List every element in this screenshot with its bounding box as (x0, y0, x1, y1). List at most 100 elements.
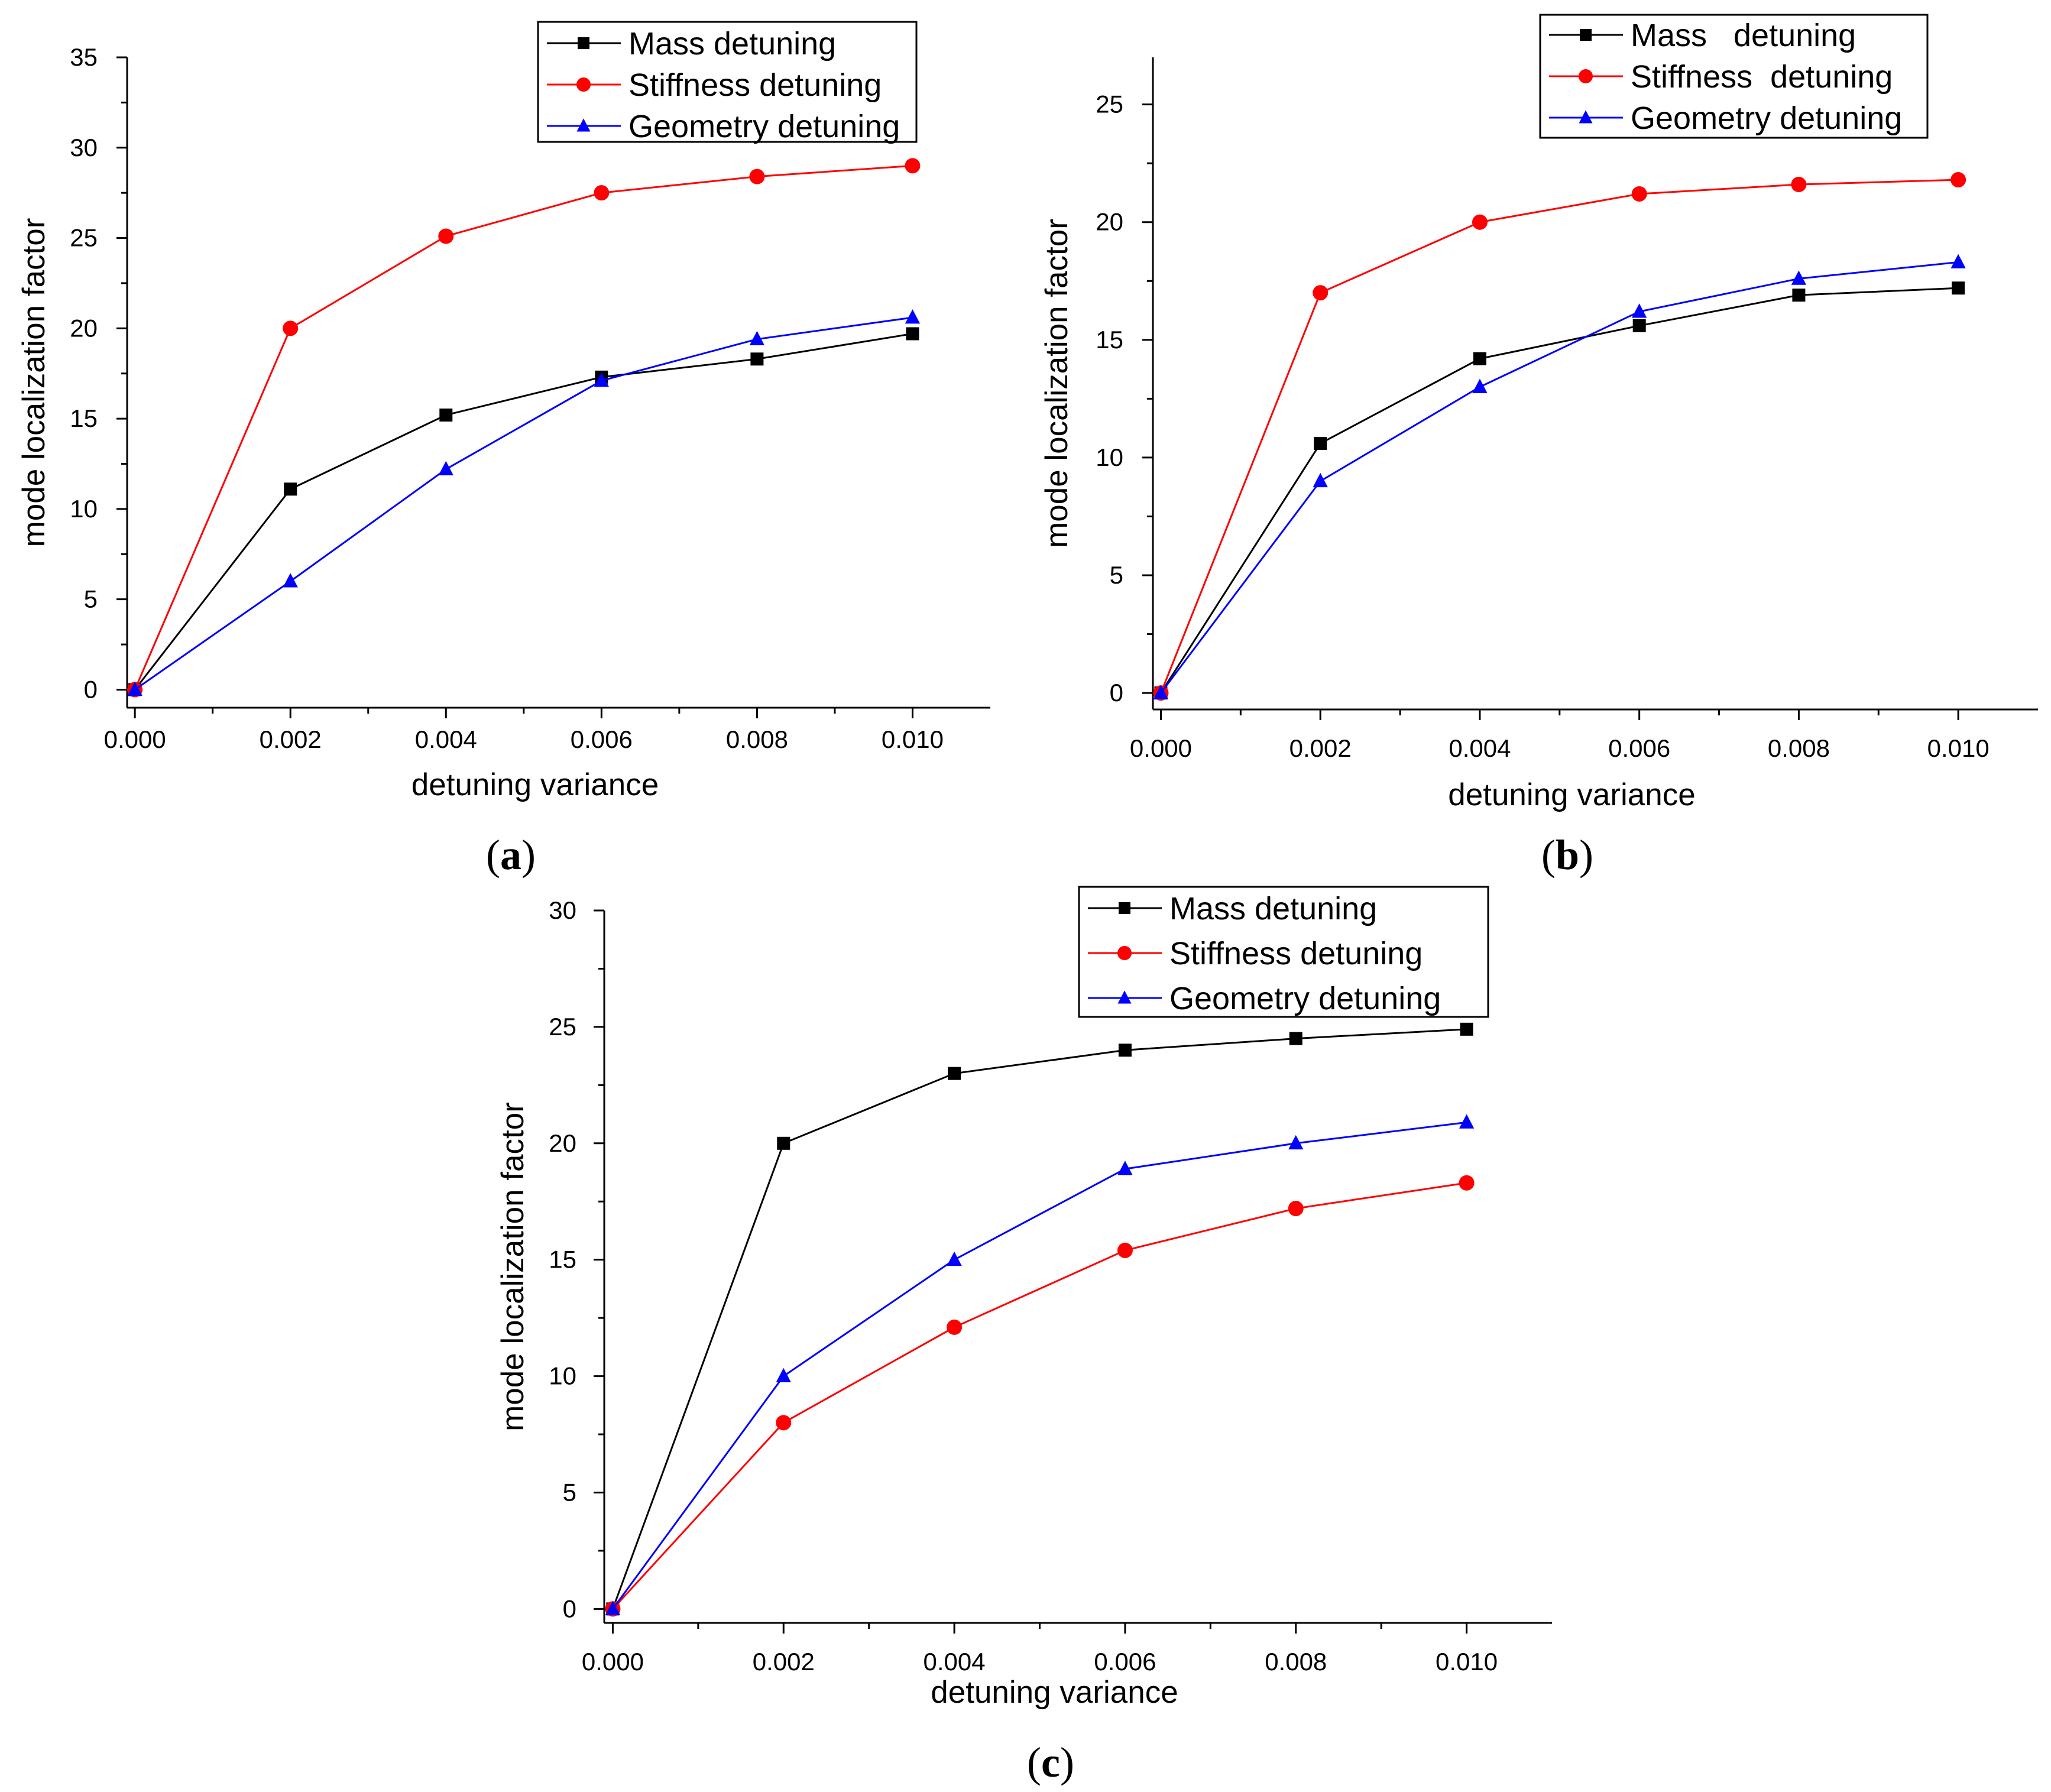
data-point (1314, 437, 1327, 451)
data-point (1288, 1135, 1304, 1150)
legend-marker (1117, 990, 1132, 1004)
x-axis-title: detuning variance (412, 767, 659, 802)
data-point (1791, 270, 1807, 285)
data-point (776, 1368, 791, 1382)
data-point (906, 327, 919, 341)
y-axis-title: mode localization factor (495, 1102, 530, 1431)
y-tick-label: 15 (1096, 326, 1123, 354)
data-point (284, 482, 297, 496)
legend-label: Mass detuning (1631, 18, 1856, 53)
y-tick-label: 30 (70, 134, 98, 161)
data-point (948, 1067, 961, 1080)
y-tick-label: 20 (70, 314, 98, 342)
data-point (1632, 303, 1647, 318)
data-point (905, 158, 921, 174)
data-point (1117, 1242, 1133, 1258)
x-tick-label: 0.010 (1927, 734, 1990, 762)
data-point (1952, 281, 1965, 295)
x-tick-label: 0.008 (1768, 734, 1830, 762)
x-tick-label: 0.002 (260, 725, 322, 753)
y-tick-label: 20 (549, 1129, 576, 1157)
y-tick-label: 35 (70, 43, 98, 71)
legend-marker (1579, 110, 1593, 124)
legend-marker (1119, 902, 1130, 914)
series-line-0 (612, 1028, 1467, 1609)
chart-panel-a: 0.000 0.002 0.004 0.006 0.008 0.010 0 5 10 15 20 25… (17, 21, 990, 879)
y-tick-label: 5 (1110, 561, 1123, 589)
data-point (1459, 1114, 1475, 1129)
y-tick-label: 25 (1096, 90, 1123, 118)
chart-panel-b: 0.000 0.002 0.004 0.006 0.008 0.010 0 5 10 15 20 25… (1039, 14, 2038, 879)
y-tick-label: 10 (1096, 443, 1123, 471)
x-tick-label: 0.008 (1265, 1648, 1327, 1676)
data-point (777, 1136, 790, 1150)
x-tick-label: 0.006 (1094, 1648, 1156, 1676)
legend-label: Geometry detuning (1169, 981, 1441, 1016)
x-tick-label: 0.008 (726, 725, 788, 753)
data-point (1631, 186, 1647, 202)
x-tick-label: 0.004 (415, 725, 477, 753)
x-tick-label: 0.000 (104, 725, 166, 753)
data-point (749, 168, 765, 184)
series-line-0 (1160, 287, 1959, 694)
x-tick-label: 0.000 (1130, 734, 1192, 762)
legend-label: Stiffness detuning (1631, 59, 1893, 95)
data-point (750, 352, 764, 366)
x-tick-label: 0.006 (1608, 734, 1670, 762)
panel-label: (a) (486, 831, 536, 879)
data-point (1289, 1032, 1302, 1045)
legend-label: Mass detuning (628, 26, 836, 61)
x-tick-label: 0.002 (1289, 734, 1352, 762)
x-tick-label: 0.006 (571, 725, 633, 753)
panel-letter: c (1041, 1739, 1060, 1786)
legend-label: Geometry detuning (628, 109, 900, 144)
x-tick-label: 0.000 (582, 1648, 644, 1676)
data-point (1117, 1161, 1133, 1175)
data-point (1791, 177, 1807, 193)
series-line-0 (134, 333, 913, 691)
legend-marker (1117, 946, 1132, 960)
data-point (283, 320, 299, 336)
series-line-2 (612, 1121, 1467, 1610)
x-tick-label: 0.002 (753, 1648, 815, 1676)
data-point (947, 1251, 962, 1266)
legend-marker (578, 37, 589, 49)
legend-label: Mass detuning (1169, 891, 1377, 926)
data-point (283, 573, 298, 588)
data-point (1472, 378, 1488, 393)
data-point (1792, 289, 1806, 302)
data-point (1460, 1022, 1473, 1036)
legend-marker (576, 118, 591, 132)
y-tick-label: 25 (70, 224, 98, 252)
panel-letter: b (1556, 831, 1579, 879)
y-tick-label: 0 (563, 1595, 576, 1622)
data-point (438, 228, 454, 244)
legend-marker (576, 77, 591, 92)
x-tick-label: 0.010 (882, 725, 944, 753)
x-tick-label: 0.010 (1436, 1648, 1498, 1676)
y-axis-title: mode localization factor (17, 218, 51, 547)
data-point (1313, 285, 1329, 301)
legend-box (537, 21, 918, 143)
data-point (776, 1415, 792, 1431)
data-point (1473, 352, 1486, 365)
data-point (1153, 685, 1169, 699)
series-line-1 (1160, 179, 1959, 694)
data-point (905, 309, 921, 324)
y-axis-title: mode localization factor (1039, 219, 1074, 548)
data-point (947, 1319, 963, 1335)
y-tick-label: 20 (1096, 208, 1123, 236)
panel-label: (c) (1027, 1739, 1074, 1786)
series-line-2 (1160, 261, 1959, 694)
data-point (1118, 1044, 1132, 1057)
series-line-2 (134, 316, 913, 691)
data-point (1288, 1201, 1304, 1217)
series-line-1 (134, 164, 913, 691)
x-tick-label: 0.004 (924, 1648, 986, 1676)
y-tick-label: 15 (549, 1246, 576, 1273)
legend-marker (1579, 69, 1593, 83)
data-point (127, 681, 142, 696)
x-axis-title: detuning variance (931, 1675, 1178, 1710)
data-point (1950, 254, 1966, 268)
